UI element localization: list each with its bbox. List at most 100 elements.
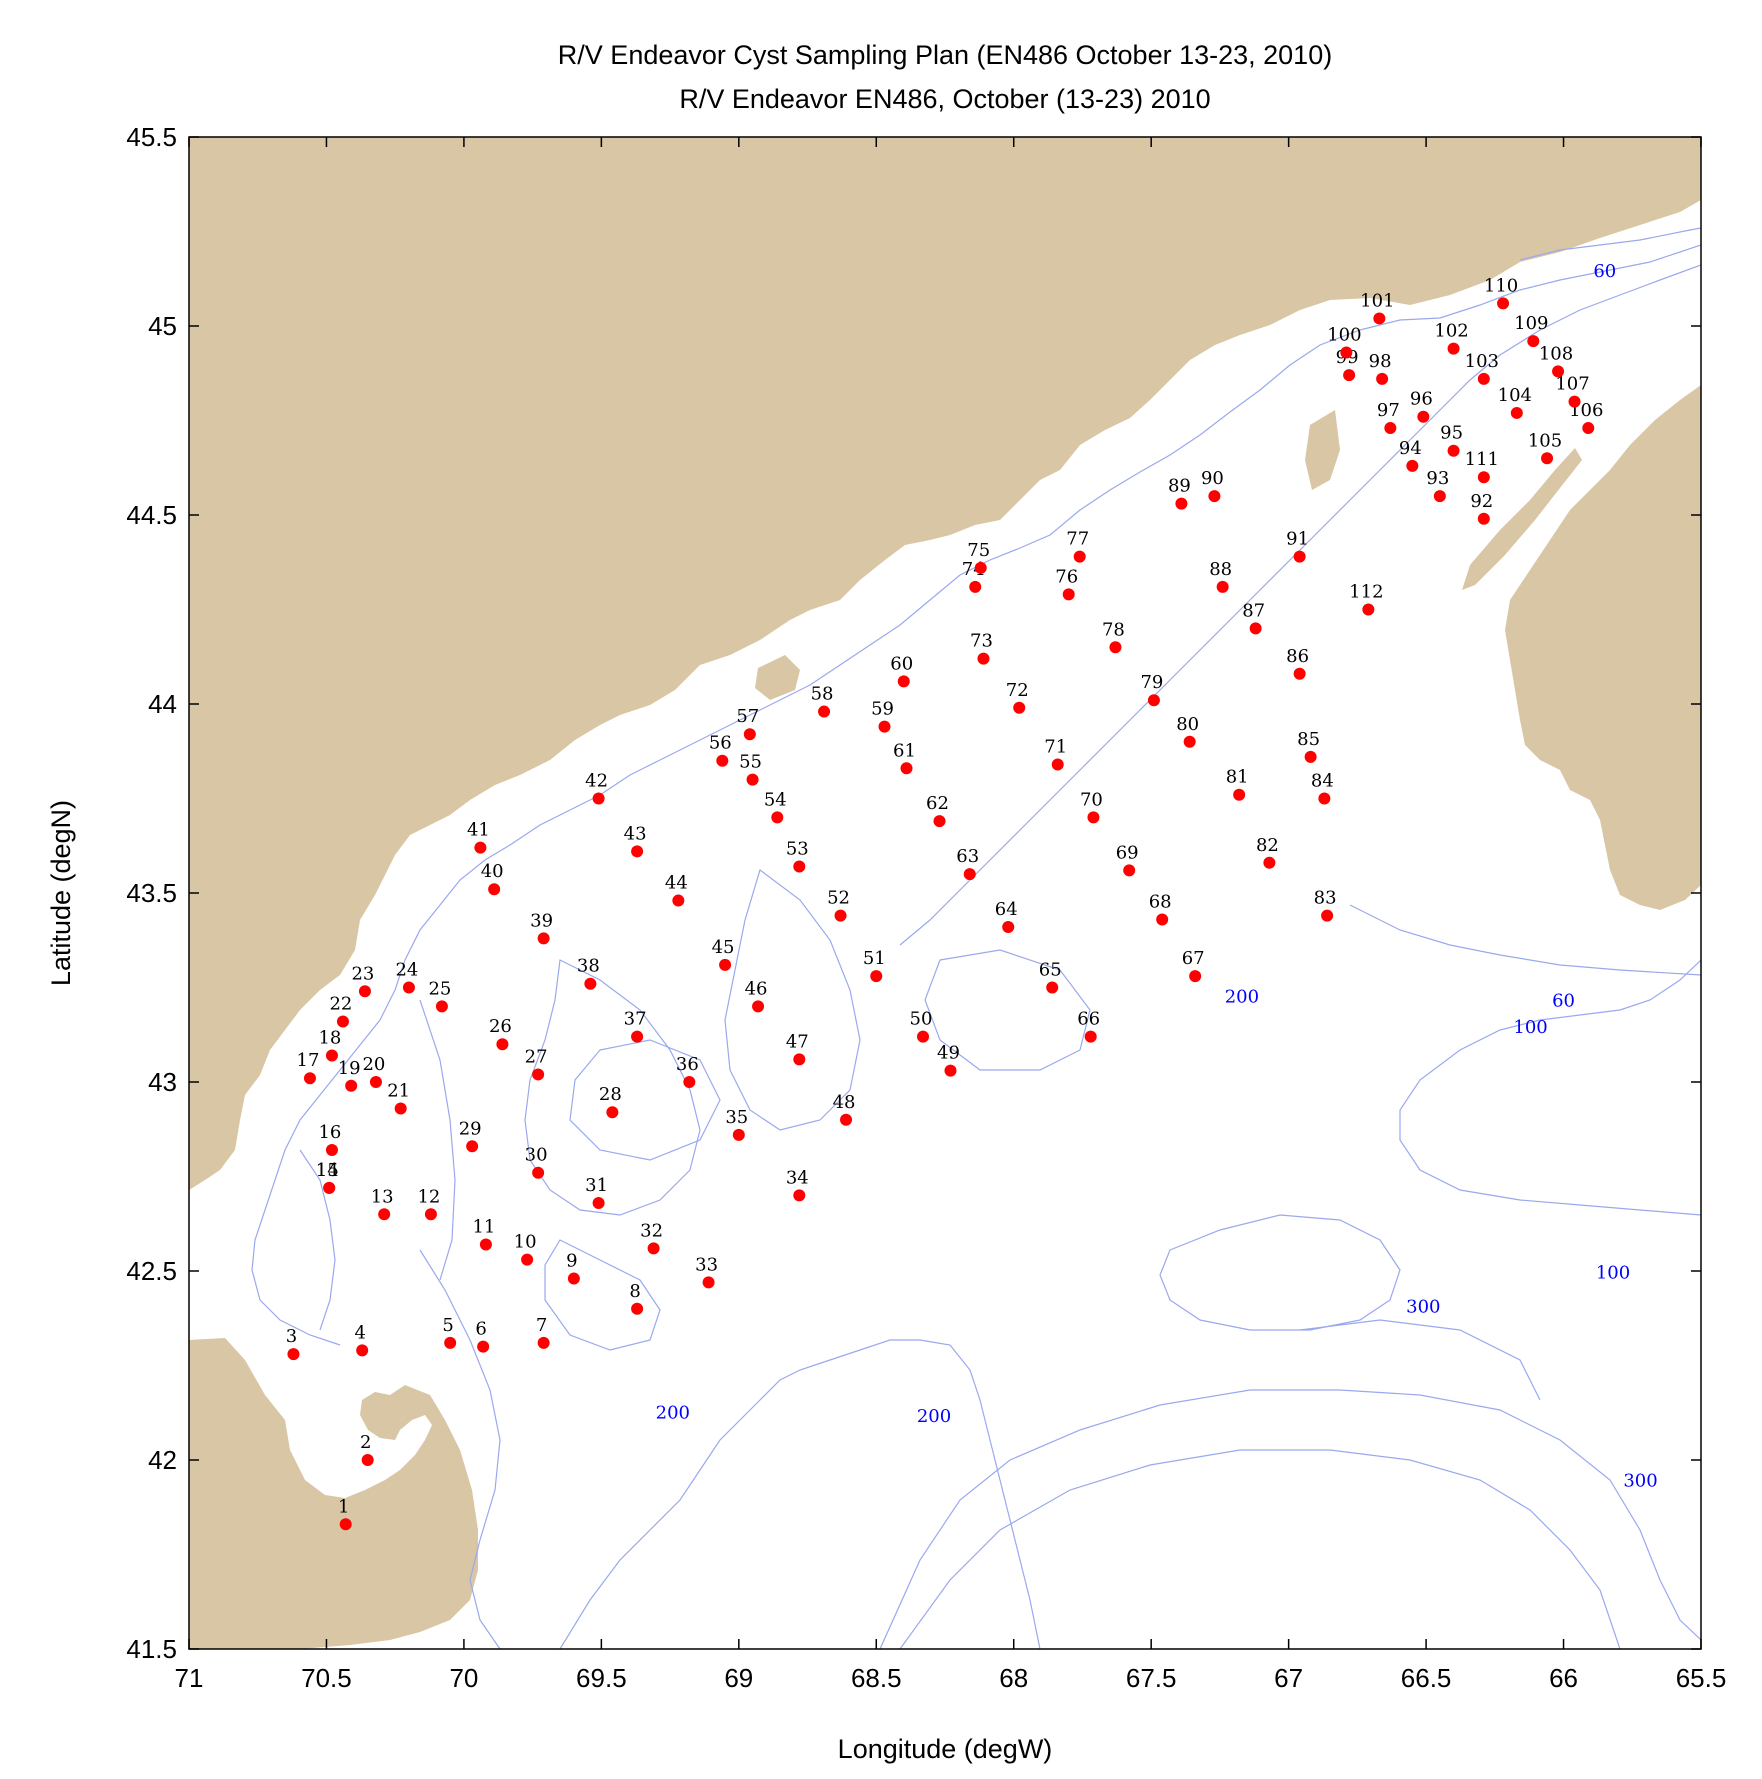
station-marker[interactable] [1046, 981, 1059, 994]
station-marker[interactable] [1123, 864, 1136, 877]
station-marker[interactable] [1109, 641, 1122, 654]
station-marker[interactable] [356, 1344, 369, 1357]
station-marker[interactable] [1293, 667, 1306, 680]
station-marker[interactable] [466, 1140, 479, 1153]
station-marker[interactable] [1263, 856, 1276, 869]
station-marker[interactable] [944, 1064, 957, 1077]
station-marker[interactable] [323, 1181, 336, 1194]
station-marker[interactable] [969, 580, 982, 593]
station-marker[interactable] [1417, 410, 1430, 423]
station-marker[interactable] [631, 1030, 644, 1043]
station-marker[interactable] [1318, 792, 1331, 805]
station-marker[interactable] [378, 1208, 391, 1221]
station-marker[interactable] [1051, 758, 1064, 771]
station-marker[interactable] [732, 1128, 745, 1141]
station-marker[interactable] [1384, 422, 1397, 435]
station-marker[interactable] [1087, 811, 1100, 824]
station-marker[interactable] [1406, 459, 1419, 472]
station-marker[interactable] [592, 1196, 605, 1209]
station-marker[interactable] [394, 1102, 407, 1115]
station-marker[interactable] [977, 652, 990, 665]
station-marker[interactable] [358, 985, 371, 998]
station-marker[interactable] [647, 1242, 660, 1255]
station-marker[interactable] [870, 970, 883, 983]
station-marker[interactable] [702, 1276, 715, 1289]
station-marker[interactable] [1340, 346, 1353, 359]
station-marker[interactable] [424, 1208, 437, 1221]
station-marker[interactable] [477, 1340, 490, 1353]
station-marker[interactable] [897, 675, 910, 688]
station-marker[interactable] [1002, 921, 1015, 934]
station-marker[interactable] [488, 883, 501, 896]
station-marker[interactable] [1541, 452, 1554, 465]
station-marker[interactable] [793, 860, 806, 873]
station-marker[interactable] [917, 1030, 930, 1043]
station-marker[interactable] [1477, 471, 1490, 484]
station-marker[interactable] [834, 909, 847, 922]
station-marker[interactable] [325, 1144, 338, 1157]
station-marker[interactable] [1568, 395, 1581, 408]
station-marker[interactable] [900, 762, 913, 775]
station-marker[interactable] [1447, 444, 1460, 457]
station-marker[interactable] [1175, 497, 1188, 510]
station-marker[interactable] [878, 720, 891, 733]
station-marker[interactable] [1343, 369, 1356, 382]
station-marker[interactable] [743, 728, 756, 741]
station-marker[interactable] [631, 845, 644, 858]
station-marker[interactable] [1062, 588, 1075, 601]
station-marker[interactable] [771, 811, 784, 824]
station-marker[interactable] [1376, 372, 1389, 385]
station-marker[interactable] [567, 1272, 580, 1285]
station-marker[interactable] [402, 981, 415, 994]
station-marker[interactable] [1208, 490, 1221, 503]
station-marker[interactable] [1073, 550, 1086, 563]
station-marker[interactable] [793, 1053, 806, 1066]
station-marker[interactable] [1249, 622, 1262, 635]
station-marker[interactable] [325, 1049, 338, 1062]
station-marker[interactable] [479, 1238, 492, 1251]
station-marker[interactable] [683, 1076, 696, 1088]
station-marker[interactable] [287, 1348, 300, 1361]
station-marker[interactable] [606, 1106, 619, 1119]
station-marker[interactable] [716, 754, 729, 767]
station-marker[interactable] [1433, 490, 1446, 503]
station-marker[interactable] [1373, 312, 1386, 325]
station-marker[interactable] [444, 1336, 457, 1349]
station-marker[interactable] [532, 1166, 545, 1179]
station-marker[interactable] [369, 1076, 382, 1088]
station-marker[interactable] [1216, 580, 1229, 593]
station-marker[interactable] [303, 1072, 316, 1085]
station-marker[interactable] [1156, 913, 1169, 926]
station-marker[interactable] [496, 1038, 509, 1051]
station-marker[interactable] [719, 958, 732, 971]
station-marker[interactable] [1527, 335, 1540, 348]
station-marker[interactable] [435, 1000, 448, 1013]
station-marker[interactable] [1477, 512, 1490, 525]
station-marker[interactable] [537, 1336, 550, 1349]
station-marker[interactable] [1477, 372, 1490, 385]
station-marker[interactable] [537, 932, 550, 945]
station-marker[interactable] [1552, 365, 1565, 378]
station-marker[interactable] [584, 977, 597, 990]
station-marker[interactable] [672, 894, 685, 907]
station-marker[interactable] [963, 868, 976, 881]
station-marker[interactable] [532, 1068, 545, 1081]
station-marker[interactable] [1362, 603, 1375, 616]
station-marker[interactable] [1510, 406, 1523, 419]
station-marker[interactable] [974, 561, 987, 574]
station-marker[interactable] [818, 705, 831, 718]
station-marker[interactable] [746, 773, 759, 786]
station-marker[interactable] [1321, 909, 1334, 922]
station-marker[interactable] [1189, 970, 1202, 983]
station-marker[interactable] [345, 1079, 358, 1092]
station-marker[interactable] [1084, 1030, 1097, 1043]
station-marker[interactable] [933, 815, 946, 828]
station-marker[interactable] [336, 1015, 349, 1028]
station-marker[interactable] [840, 1113, 853, 1126]
station-marker[interactable] [1304, 750, 1317, 763]
station-marker[interactable] [1497, 297, 1510, 310]
station-marker[interactable] [1147, 694, 1160, 707]
station-marker[interactable] [339, 1518, 352, 1531]
station-marker[interactable] [592, 792, 605, 805]
station-marker[interactable] [1293, 550, 1306, 563]
